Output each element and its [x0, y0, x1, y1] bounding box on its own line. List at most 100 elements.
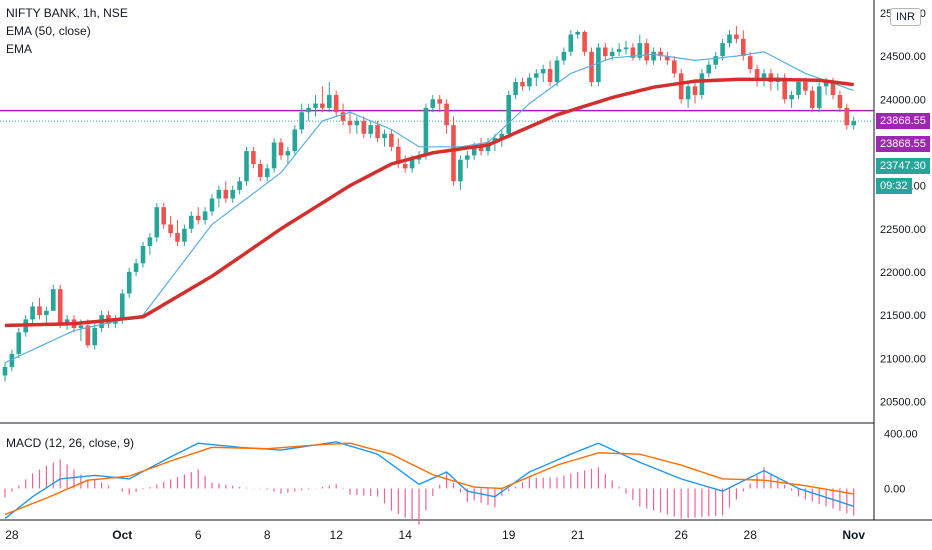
candle-body	[823, 82, 829, 87]
price-tag-level: 23868.55	[876, 136, 930, 152]
candle-body	[30, 306, 35, 320]
candle-body	[713, 56, 718, 65]
y-tick-label: 21000.00	[880, 353, 926, 365]
candle-body	[57, 289, 63, 324]
candle-body	[396, 146, 401, 165]
candle-body	[237, 181, 242, 190]
candle-body	[444, 103, 449, 126]
candle-body	[596, 47, 601, 83]
candle-body	[285, 151, 291, 156]
macd-legend: MACD (12, 26, close, 9)	[6, 436, 135, 450]
candle-body	[361, 120, 367, 134]
candle-body	[182, 228, 187, 242]
y-tick-label: 21500.00	[880, 310, 926, 322]
candle-body	[540, 69, 546, 74]
candle-body	[451, 125, 456, 182]
candle-body	[658, 51, 663, 57]
x-tick-label: 19	[502, 528, 516, 542]
y-tick-label: 24000.00	[880, 94, 926, 106]
candle-body	[175, 233, 180, 242]
candle-body	[623, 47, 629, 50]
candle-body	[582, 31, 587, 52]
candle-body	[651, 51, 656, 61]
candle-body	[9, 353, 15, 367]
candle-body	[64, 319, 70, 324]
macd-line	[4, 441, 854, 520]
price-tag-line: 23868.55	[876, 113, 930, 129]
candle-body	[16, 332, 22, 354]
candle-body	[189, 215, 194, 229]
candle-body	[278, 142, 284, 156]
x-tick-label: 14	[399, 528, 413, 542]
candle-body	[327, 94, 332, 108]
candle-body	[44, 310, 49, 316]
candle-body	[202, 211, 208, 221]
candle-body	[333, 94, 339, 113]
candle-body	[382, 133, 387, 139]
candle-body	[140, 246, 146, 264]
y-tick-label: 22500.00	[880, 224, 926, 236]
x-tick-label: Nov	[842, 528, 865, 542]
candle-body	[154, 207, 160, 238]
candle-body	[471, 146, 477, 156]
candle-body	[851, 121, 856, 126]
candle-body	[589, 51, 594, 83]
candle-body	[520, 82, 525, 87]
candle-body	[168, 224, 173, 234]
candle-body	[147, 237, 153, 247]
x-tick-label: 6	[195, 528, 202, 542]
candle-body	[120, 293, 125, 320]
candle-body	[251, 151, 256, 165]
candle-body	[616, 49, 622, 52]
last-price-tag: 23747.30	[876, 158, 930, 174]
macd-y-tick-label: 0.00	[884, 483, 905, 495]
candle-body	[320, 103, 325, 108]
candle-body	[699, 73, 705, 95]
candle-body	[782, 77, 787, 100]
candle-body	[568, 34, 574, 52]
candle-body	[554, 60, 560, 83]
candle-body	[534, 73, 539, 78]
ema-slow-legend: EMA (50, close)	[6, 24, 91, 38]
candle-body	[527, 77, 532, 87]
candle-body	[741, 38, 746, 57]
x-tick-label: 12	[330, 528, 344, 542]
candle-body	[299, 112, 304, 130]
candle-body	[313, 103, 318, 108]
candle-body	[347, 120, 353, 126]
ema-fast-legend: EMA	[6, 42, 33, 56]
candle-body	[734, 34, 739, 39]
x-tick-label: Oct	[112, 528, 132, 542]
candle-body	[665, 56, 670, 61]
candle-body	[678, 73, 684, 100]
x-tick-label: 28	[744, 528, 758, 542]
candle-body	[513, 82, 518, 95]
candle-body	[637, 43, 643, 58]
candle-body	[796, 82, 801, 95]
candle-body	[209, 198, 215, 212]
candle-body	[126, 271, 132, 294]
candle-body	[92, 328, 97, 346]
candle-body	[830, 82, 836, 95]
candle-body	[685, 86, 691, 100]
candle-body	[423, 107, 429, 156]
candle-body	[292, 129, 298, 152]
candle-body	[430, 99, 436, 108]
candle-body	[630, 47, 636, 58]
currency-button[interactable]: INR	[890, 8, 921, 26]
chart-title: NIFTY BANK, 1h, NSE	[6, 6, 128, 20]
candle-body	[223, 189, 229, 199]
candle-body	[195, 215, 201, 221]
candle-body	[499, 133, 505, 139]
candle-body	[465, 155, 470, 160]
candle-body	[244, 151, 249, 182]
candle-body	[230, 189, 235, 199]
x-tick-label: 28	[5, 528, 19, 542]
candle-body	[264, 168, 270, 177]
candle-body	[844, 107, 850, 126]
candle-body	[672, 60, 677, 74]
candle-body	[644, 43, 649, 61]
candle-body	[78, 325, 84, 329]
candle-body	[761, 73, 767, 78]
